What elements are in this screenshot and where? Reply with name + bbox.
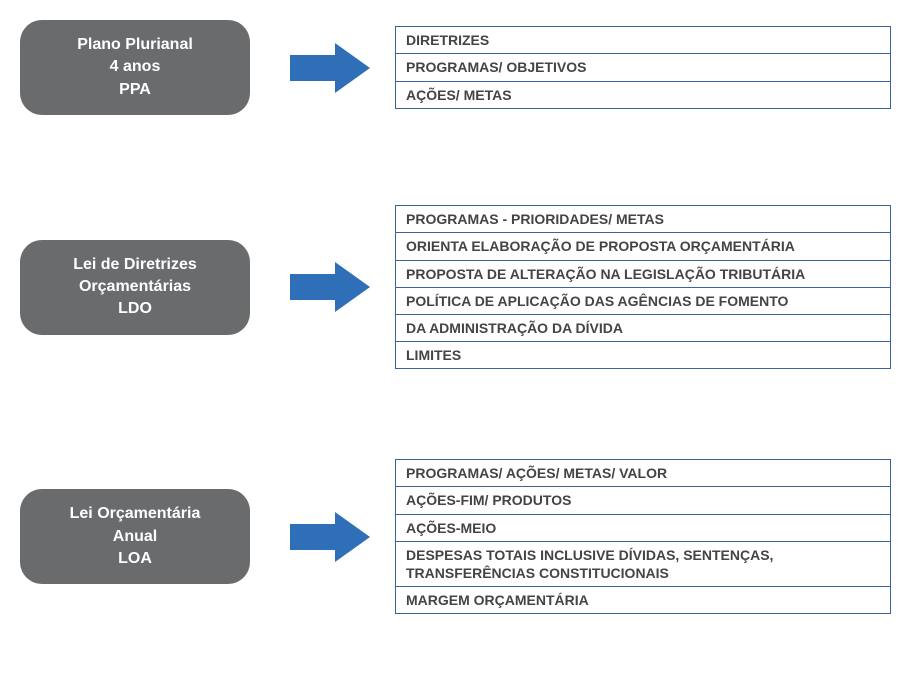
table-row: AÇÕES-MEIO bbox=[396, 515, 890, 542]
table-row: PROPOSTA DE ALTERAÇÃO NA LEGISLAÇÃO TRIB… bbox=[396, 261, 890, 288]
arrow-right-icon bbox=[290, 262, 370, 312]
section-loa: Lei OrçamentáriaAnualLOA PROGRAMAS/ AÇÕE… bbox=[20, 459, 891, 614]
table-ldo: PROGRAMAS - PRIORIDADES/ METASORIENTA EL… bbox=[395, 205, 891, 369]
pill-line: Plano Plurianal bbox=[40, 34, 230, 56]
table-row: DA ADMINISTRAÇÃO DA DÍVIDA bbox=[396, 315, 890, 342]
table-row: PROGRAMAS - PRIORIDADES/ METAS bbox=[396, 206, 890, 233]
budget-laws-diagram: Plano Plurianal4 anosPPA DIRETRIZESPROGR… bbox=[20, 20, 891, 614]
table-ppa: DIRETRIZESPROGRAMAS/ OBJETIVOSAÇÕES/ MET… bbox=[395, 26, 891, 109]
table-row: MARGEM ORÇAMENTÁRIA bbox=[396, 587, 890, 613]
table-row: DIRETRIZES bbox=[396, 27, 890, 54]
pill-line: Lei de Diretrizes bbox=[40, 254, 230, 276]
table-row: AÇÕES/ METAS bbox=[396, 82, 890, 108]
arrow-right-icon bbox=[290, 512, 370, 562]
pill-line: Lei Orçamentária bbox=[40, 503, 230, 525]
table-row: PROGRAMAS/ AÇÕES/ METAS/ VALOR bbox=[396, 460, 890, 487]
pill-line: Anual bbox=[40, 526, 230, 548]
pill-line: 4 anos bbox=[40, 56, 230, 78]
pill-line: PPA bbox=[40, 79, 230, 101]
table-row: ORIENTA ELABORAÇÃO DE PROPOSTA ORÇAMENTÁ… bbox=[396, 233, 890, 260]
pill-ldo: Lei de DiretrizesOrçamentáriasLDO bbox=[20, 240, 250, 335]
section-ldo: Lei de DiretrizesOrçamentáriasLDO PROGRA… bbox=[20, 205, 891, 369]
table-loa: PROGRAMAS/ AÇÕES/ METAS/ VALORAÇÕES-FIM/… bbox=[395, 459, 891, 614]
table-row: LIMITES bbox=[396, 342, 890, 368]
table-row: AÇÕES-FIM/ PRODUTOS bbox=[396, 487, 890, 514]
arrow-right-icon bbox=[290, 43, 370, 93]
table-row: DESPESAS TOTAIS INCLUSIVE DÍVIDAS, SENTE… bbox=[396, 542, 890, 587]
pill-ppa: Plano Plurianal4 anosPPA bbox=[20, 20, 250, 115]
pill-line: LDO bbox=[40, 298, 230, 320]
section-ppa: Plano Plurianal4 anosPPA DIRETRIZESPROGR… bbox=[20, 20, 891, 115]
pill-loa: Lei OrçamentáriaAnualLOA bbox=[20, 489, 250, 584]
table-row: PROGRAMAS/ OBJETIVOS bbox=[396, 54, 890, 81]
arrow-container bbox=[290, 262, 370, 312]
pill-line: Orçamentárias bbox=[40, 276, 230, 298]
pill-line: LOA bbox=[40, 548, 230, 570]
arrow-container bbox=[290, 512, 370, 562]
table-row: POLÍTICA DE APLICAÇÃO DAS AGÊNCIAS DE FO… bbox=[396, 288, 890, 315]
arrow-container bbox=[290, 43, 370, 93]
